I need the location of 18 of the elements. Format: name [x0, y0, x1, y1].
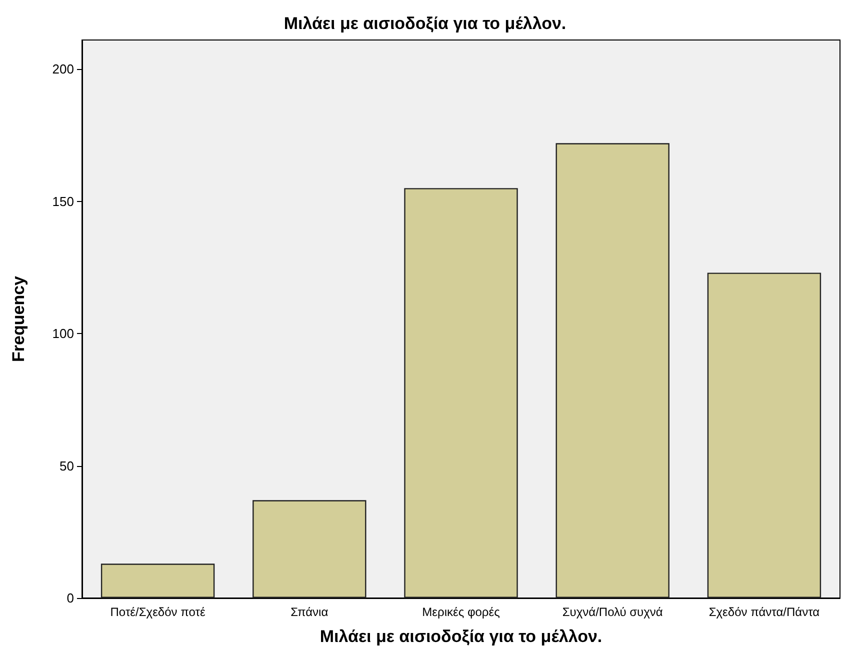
- y-tick-label: 200: [52, 62, 74, 77]
- y-tick-label: 0: [66, 590, 74, 606]
- bar: [252, 500, 366, 598]
- chart-title: Μιλάει με αισιοδοξία για το μέλλον.: [284, 14, 566, 33]
- x-tick-label: Ποτέ/Σχεδόν ποτέ: [110, 605, 206, 619]
- y-tick-label: 100: [52, 326, 74, 342]
- y-tick-label: 50: [60, 458, 74, 474]
- y-tick-label: 150: [52, 194, 74, 209]
- x-axis-title: Μιλάει με αισιοδοξία για το μέλλον.: [320, 627, 602, 646]
- y-axis-title: Frequency: [9, 275, 28, 362]
- bar: [100, 564, 215, 598]
- x-tick-label: Σχεδόν πάντα/Πάντα: [708, 605, 820, 619]
- bar: [707, 272, 822, 598]
- x-tick-label: Σπάνια: [290, 605, 328, 619]
- x-tick-label: Μερικές φορές: [422, 605, 500, 619]
- bar: [404, 188, 518, 598]
- x-tick-label: Συχνά/Πολύ συχνά: [562, 605, 663, 619]
- bar: [556, 143, 670, 598]
